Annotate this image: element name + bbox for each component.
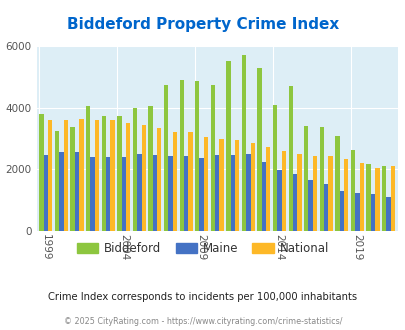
Text: Biddeford Property Crime Index: Biddeford Property Crime Index: [67, 16, 338, 31]
Bar: [79, 119, 83, 231]
Bar: [234, 141, 239, 231]
Bar: [195, 81, 199, 231]
Bar: [292, 174, 296, 231]
Bar: [265, 147, 270, 231]
Bar: [339, 191, 343, 231]
Bar: [132, 108, 137, 231]
Bar: [188, 132, 192, 231]
Bar: [44, 155, 48, 231]
Bar: [335, 136, 339, 231]
Bar: [94, 120, 99, 231]
Bar: [359, 163, 363, 231]
Bar: [215, 155, 219, 231]
Bar: [148, 106, 152, 231]
Bar: [381, 166, 386, 231]
Bar: [86, 106, 90, 231]
Bar: [366, 164, 370, 231]
Bar: [323, 184, 328, 231]
Bar: [59, 152, 64, 231]
Bar: [328, 156, 332, 231]
Bar: [172, 132, 177, 231]
Bar: [241, 55, 245, 231]
Bar: [164, 85, 168, 231]
Bar: [168, 156, 172, 231]
Bar: [230, 155, 234, 231]
Legend: Biddeford, Maine, National: Biddeford, Maine, National: [72, 237, 333, 260]
Bar: [152, 155, 157, 231]
Bar: [226, 61, 230, 231]
Text: © 2025 CityRating.com - https://www.cityrating.com/crime-statistics/: © 2025 CityRating.com - https://www.city…: [64, 317, 341, 326]
Bar: [343, 159, 347, 231]
Bar: [157, 128, 161, 231]
Bar: [261, 162, 265, 231]
Bar: [303, 126, 308, 231]
Bar: [141, 125, 145, 231]
Bar: [245, 154, 250, 231]
Bar: [288, 85, 292, 231]
Bar: [354, 193, 359, 231]
Bar: [199, 158, 203, 231]
Bar: [308, 180, 312, 231]
Bar: [390, 166, 394, 231]
Bar: [312, 155, 316, 231]
Bar: [179, 80, 183, 231]
Bar: [64, 119, 68, 231]
Bar: [277, 170, 281, 231]
Bar: [110, 120, 115, 231]
Bar: [90, 157, 94, 231]
Bar: [121, 157, 126, 231]
Bar: [126, 123, 130, 231]
Bar: [370, 194, 374, 231]
Bar: [106, 157, 110, 231]
Bar: [296, 154, 301, 231]
Text: Crime Index corresponds to incidents per 100,000 inhabitants: Crime Index corresponds to incidents per…: [48, 292, 357, 302]
Bar: [257, 68, 261, 231]
Bar: [75, 152, 79, 231]
Bar: [48, 119, 52, 231]
Bar: [39, 114, 44, 231]
Bar: [219, 139, 223, 231]
Bar: [319, 127, 323, 231]
Bar: [272, 105, 277, 231]
Bar: [350, 150, 354, 231]
Bar: [70, 127, 75, 231]
Bar: [183, 156, 188, 231]
Bar: [117, 116, 121, 231]
Bar: [137, 154, 141, 231]
Bar: [250, 143, 254, 231]
Bar: [281, 151, 286, 231]
Bar: [55, 131, 59, 231]
Bar: [101, 116, 106, 231]
Bar: [203, 137, 208, 231]
Bar: [374, 168, 379, 231]
Bar: [386, 197, 390, 231]
Bar: [210, 85, 215, 231]
